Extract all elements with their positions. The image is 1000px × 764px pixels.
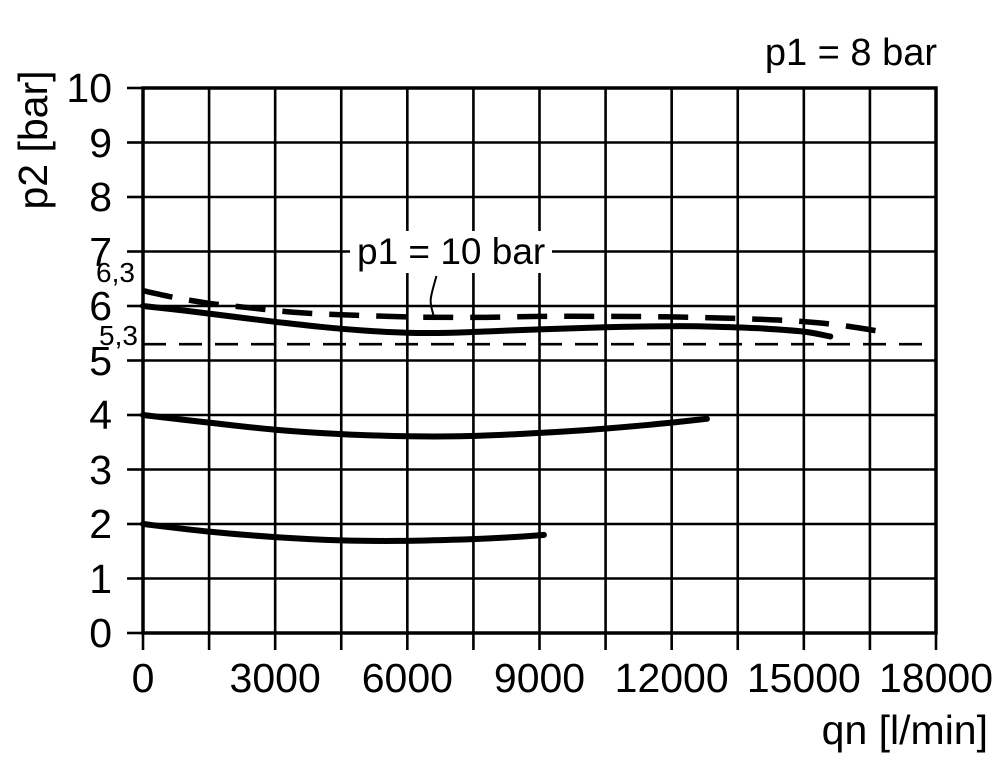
x-tick-label-15000: 15000: [746, 655, 861, 701]
curve-solid: [140, 303, 834, 340]
x-tick-label-12000: 12000: [614, 655, 729, 701]
annotation-leader-line: [429, 275, 438, 315]
x-tick-label-6000: 6000: [361, 655, 453, 701]
x-tick-label-9000: 9000: [493, 655, 586, 701]
y-tick-label-4: 4: [89, 392, 112, 438]
x-tick-label-3000: 3000: [229, 655, 321, 701]
y-tick-label-5: 5: [89, 337, 112, 384]
p1-8bar-condition-label: p1 = 8 bar: [764, 32, 937, 74]
y-tick-label-9: 9: [89, 119, 112, 166]
y-tick-label-2: 2: [89, 501, 112, 547]
y-tick-label-3: 3: [89, 446, 112, 493]
y-tick-label-0: 0: [89, 610, 112, 656]
y-tick-label-6: 6: [89, 283, 112, 329]
x-tick-label-18000: 18000: [878, 655, 993, 701]
p1-10bar-annotation: p1 = 10 bar: [350, 231, 553, 273]
curve-solid: [140, 521, 547, 544]
setpoint-6-3-label: 6,3: [96, 257, 135, 288]
y-tick-label-10: 10: [66, 65, 112, 111]
curve-dashed: [142, 288, 893, 337]
y-tick-label-8: 8: [89, 174, 112, 220]
x-tick-label-0: 0: [131, 655, 155, 701]
curve-solid: [140, 412, 710, 440]
y-tick-label-1: 1: [89, 555, 112, 602]
x-axis-title: qn [l/min]: [821, 707, 988, 753]
y-tick-label-7: 7: [89, 228, 112, 275]
setpoint-5-3-label: 5,3: [99, 320, 138, 351]
